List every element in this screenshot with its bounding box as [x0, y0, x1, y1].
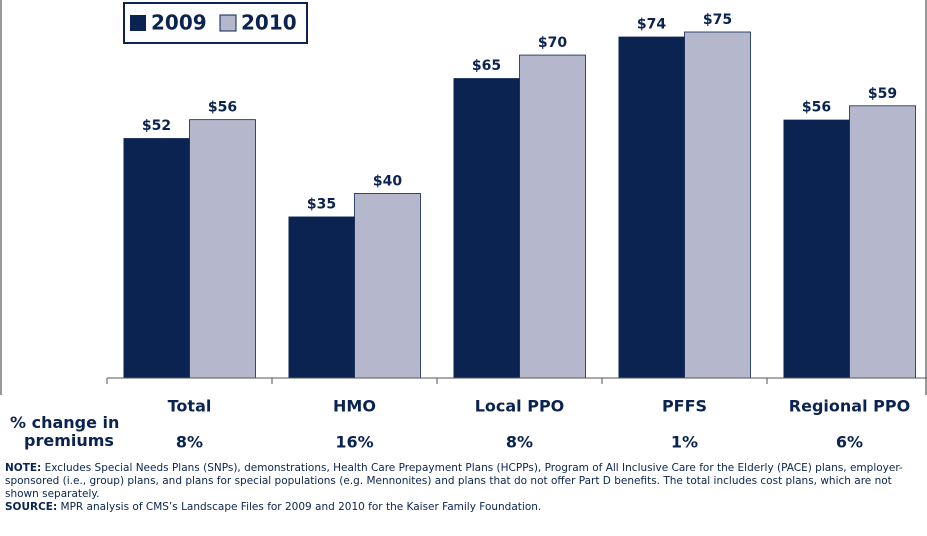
x-tick-label: HMO: [333, 397, 376, 416]
source-label: SOURCE:: [5, 501, 58, 513]
value-label: $59: [868, 86, 897, 102]
legend-swatch: [219, 14, 237, 32]
note: NOTE: Excludes Special Needs Plans (SNPs…: [5, 462, 923, 501]
bar: [849, 105, 916, 379]
bar: [453, 78, 520, 378]
change-value: 16%: [335, 433, 373, 452]
x-tick-label: Local PPO: [475, 397, 565, 416]
value-label: $52: [142, 118, 171, 134]
change-value: 8%: [506, 433, 533, 452]
value-label: $75: [703, 12, 732, 28]
change-value: 1%: [671, 433, 698, 452]
x-tick-label: Regional PPO: [789, 397, 910, 416]
bar: [123, 138, 190, 378]
bar: [519, 54, 586, 379]
notes: NOTE: Excludes Special Needs Plans (SNPs…: [5, 462, 923, 514]
bar: [618, 36, 685, 378]
x-tick-label: Total: [168, 397, 212, 416]
x-tick-label: PFFS: [662, 397, 707, 416]
legend-label: 2009: [151, 11, 207, 35]
legend-swatch: [130, 15, 146, 31]
legend-label: 2010: [241, 11, 297, 35]
chart: Total 8% $52 $56 HMO 16% $35 $40 Local PPO 8% $65 $…: [0, 0, 927, 452]
bar: [684, 31, 751, 379]
change-value: 8%: [176, 433, 203, 452]
legend-box: [123, 2, 308, 44]
note-label: NOTE:: [5, 462, 42, 474]
value-label: $40: [373, 173, 402, 189]
change-label: % change in premiums: [10, 413, 119, 450]
bar: [288, 216, 355, 378]
bar: [783, 119, 850, 379]
value-label: $70: [538, 35, 567, 51]
value-label: $56: [802, 100, 831, 116]
source: SOURCE: MPR analysis of CMS’s Landscape …: [5, 501, 923, 514]
value-label: $56: [208, 100, 237, 116]
value-label: $65: [472, 58, 501, 74]
bar: [189, 119, 256, 379]
source-text: MPR analysis of CMS’s Landscape Files fo…: [60, 501, 542, 513]
value-label: $35: [307, 197, 336, 213]
bar: [354, 193, 421, 379]
note-text: Excludes Special Needs Plans (SNPs), dem…: [5, 462, 903, 500]
value-label: $74: [637, 17, 666, 33]
change-value: 6%: [836, 433, 863, 452]
